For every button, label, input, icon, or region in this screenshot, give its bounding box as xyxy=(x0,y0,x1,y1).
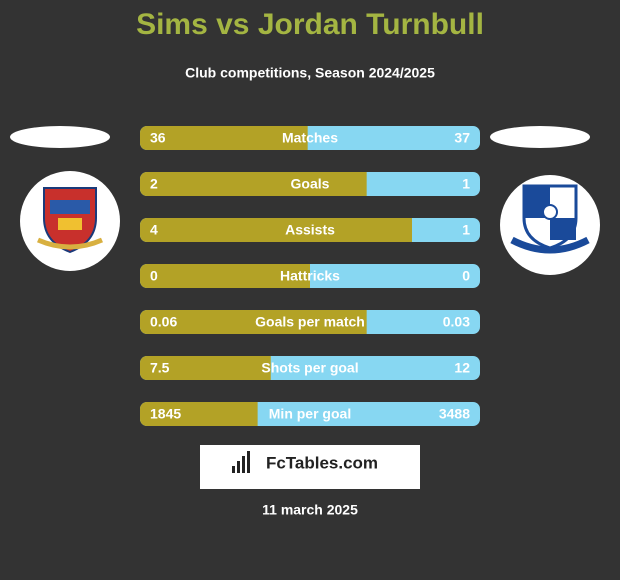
bar-left xyxy=(140,356,271,380)
right-value: 0 xyxy=(462,268,470,284)
bar-left xyxy=(140,218,412,242)
left-value: 0.06 xyxy=(150,314,177,330)
player-oval xyxy=(10,126,110,148)
right-value: 0.03 xyxy=(443,314,470,330)
stat-label: Shots per goal xyxy=(261,360,358,376)
bar-left xyxy=(140,310,367,334)
title: Sims vs Jordan Turnbull xyxy=(136,8,484,41)
bar-left xyxy=(140,126,308,150)
left-value: 2 xyxy=(150,176,158,192)
club-badge-left xyxy=(20,171,120,271)
brand-box xyxy=(200,445,420,489)
stat-label: Matches xyxy=(282,130,338,146)
bar-left xyxy=(140,402,258,426)
right-value: 3488 xyxy=(439,406,470,422)
date: 11 march 2025 xyxy=(262,502,358,518)
stat-label: Hattricks xyxy=(280,268,340,284)
right-value: 37 xyxy=(454,130,470,146)
left-value: 4 xyxy=(150,222,158,238)
left-value: 36 xyxy=(150,130,166,146)
left-value: 0 xyxy=(150,268,158,284)
club-badge-right xyxy=(500,175,600,275)
right-value: 1 xyxy=(462,222,470,238)
right-value: 12 xyxy=(454,360,470,376)
bar-left xyxy=(140,264,310,288)
brand: FcTables.com xyxy=(266,453,378,472)
stat-label: Min per goal xyxy=(269,406,351,422)
brand-icon xyxy=(232,451,250,473)
bar-left xyxy=(140,172,367,196)
stat-label: Goals xyxy=(291,176,330,192)
stat-label: Assists xyxy=(285,222,335,238)
player-oval xyxy=(490,126,590,148)
left-value: 1845 xyxy=(150,406,181,422)
subtitle: Club competitions, Season 2024/2025 xyxy=(185,65,435,81)
left-value: 7.5 xyxy=(150,360,170,376)
stat-label: Goals per match xyxy=(255,314,365,330)
right-value: 1 xyxy=(462,176,470,192)
